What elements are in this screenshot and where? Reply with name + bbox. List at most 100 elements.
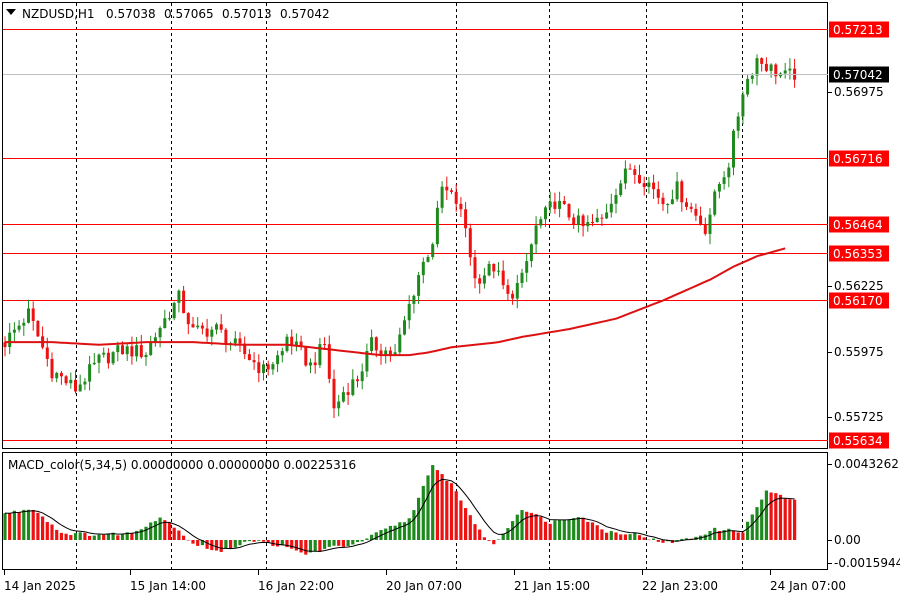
candle-body (177, 290, 181, 303)
time-label: 14 Jan 2025 (4, 579, 76, 593)
macd-bar (370, 534, 374, 540)
ohlc-high: 0.57065 (164, 7, 214, 21)
macd-bar (243, 540, 247, 542)
candle-body (567, 203, 571, 218)
macd-bar (661, 540, 665, 543)
candle-body (511, 293, 515, 299)
candle-body (426, 256, 430, 262)
candle-body (130, 346, 134, 357)
candle-body (219, 324, 223, 330)
time-axis: 14 Jan 2025 15 Jan 14:00 16 Jan 22:00 20… (4, 570, 846, 593)
candle-body (633, 169, 637, 175)
macd-bar (191, 540, 195, 544)
macd-axis: 0.0043262 0.00 -0.0015944 (828, 457, 900, 570)
macd-bar (539, 516, 543, 540)
moving-average-line (5, 247, 786, 357)
macd-bar (200, 540, 204, 546)
price-level-tag (829, 245, 889, 262)
candle-body (384, 350, 388, 356)
candle-body (257, 362, 261, 374)
price-tick: 0.55725 (834, 410, 884, 424)
candle-body (656, 189, 660, 198)
macd-bar (595, 525, 599, 540)
candle-body (365, 351, 369, 372)
macd-bar (149, 522, 153, 540)
macd-bar (135, 530, 139, 540)
candle-body (69, 379, 73, 384)
candle-body (623, 168, 627, 184)
macd-bar (501, 533, 505, 540)
macd-bar (45, 522, 49, 540)
symbol-dropdown-icon[interactable] (6, 9, 16, 15)
macd-bar (553, 520, 557, 540)
candle-body (59, 372, 63, 377)
candle-body (417, 275, 421, 296)
candle-body (111, 352, 115, 364)
candle-body (478, 278, 482, 284)
candle-body (576, 215, 580, 225)
candle-body (252, 360, 256, 363)
candle-body (332, 378, 336, 409)
ohlc-open: 0.57038 (106, 7, 156, 21)
ohlc-low: 0.57013 (222, 7, 272, 21)
main-chart-frame (2, 2, 828, 449)
candle-body (699, 215, 703, 225)
candle-body (520, 272, 524, 284)
candle-body (515, 283, 519, 299)
candle-body (591, 222, 594, 224)
macd-bar (388, 525, 392, 540)
ohlc-close: 0.57042 (280, 7, 330, 21)
candle-body (755, 58, 759, 76)
candle-body (445, 186, 449, 191)
macd-bar (496, 539, 501, 540)
candle-body (290, 336, 294, 347)
horizontal-levels[interactable]: 0.57213 0.56716 0.56464 0.56353 0.56170 0.556… (3, 21, 889, 449)
macd-tick: 0.0043262 (834, 457, 899, 471)
candle-body (689, 206, 693, 209)
macd-histogram (3, 465, 797, 555)
macd-bar (12, 510, 16, 540)
macd-bar (31, 509, 35, 540)
candle-body (764, 63, 768, 71)
candle-body (121, 345, 124, 355)
macd-bar (224, 540, 228, 549)
candle-body (12, 329, 16, 333)
macd-bar (182, 535, 186, 540)
moving-average (5, 247, 786, 357)
candle-body (78, 384, 82, 392)
candle-body (680, 181, 684, 203)
candle-body (708, 214, 712, 234)
candle-body (379, 350, 383, 356)
macd-bar (614, 532, 618, 540)
candle-body (36, 321, 40, 337)
candle-body (393, 352, 397, 355)
candle-body (487, 263, 491, 276)
candle-body (638, 174, 641, 184)
candle-body (614, 194, 618, 204)
macd-bar (586, 521, 590, 540)
macd-bar (196, 540, 200, 546)
current-price-label: 0.57042 (833, 68, 883, 82)
candle-body (506, 285, 510, 294)
macd-bar (750, 514, 754, 540)
macd-bar (97, 534, 101, 540)
macd-bar (755, 507, 759, 540)
candle-body (412, 295, 416, 304)
period-separators (76, 3, 743, 569)
candle-body (304, 346, 308, 366)
time-label: 16 Jan 22:00 (258, 579, 334, 593)
macd-bar (534, 514, 538, 540)
macd-bar (276, 540, 280, 547)
macd-bar (290, 540, 294, 549)
candle-body (760, 58, 764, 64)
macd-bar (609, 531, 613, 540)
price-level-tag (829, 432, 889, 449)
macd-bar (323, 540, 327, 549)
candle-body (55, 372, 59, 379)
candle-body (182, 290, 186, 314)
candle-body (440, 186, 444, 208)
time-label: 15 Jan 14:00 (130, 579, 206, 593)
current-price: 0.57042 (3, 66, 889, 83)
candle-body (788, 68, 792, 71)
